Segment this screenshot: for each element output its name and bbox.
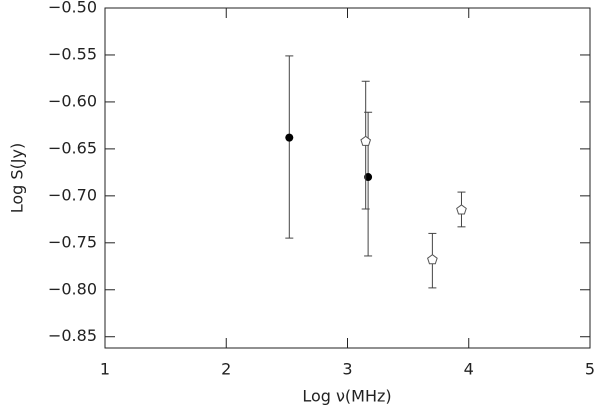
y-tick-label: −0.70: [48, 185, 97, 204]
x-axis-label: Log ν(MHz): [302, 387, 391, 406]
y-tick-label: −0.65: [48, 138, 97, 157]
y-tick-label: −0.50: [48, 0, 97, 17]
y-tick-label: −0.85: [48, 326, 97, 345]
x-tick-label: 2: [221, 360, 231, 379]
data-point: [456, 204, 467, 215]
plot-frame: [104, 7, 591, 349]
x-tick-label: 3: [342, 360, 352, 379]
x-tick-label: 4: [464, 360, 474, 379]
y-tick-label: −0.75: [48, 232, 97, 251]
x-tick-label: 1: [100, 360, 110, 379]
y-tick-label: −0.80: [48, 279, 97, 298]
x-tick-label: 5: [585, 360, 595, 379]
y-tick-label: −0.60: [48, 91, 97, 110]
data-point: [285, 133, 294, 142]
y-axis-label: Log S(Jy): [8, 143, 27, 214]
data-point: [427, 254, 438, 265]
data-point: [360, 135, 372, 146]
y-tick-label: −0.55: [48, 44, 97, 63]
